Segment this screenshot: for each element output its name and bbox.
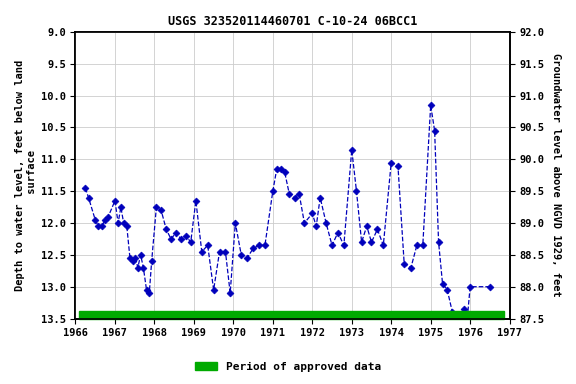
- Legend: Period of approved data: Period of approved data: [191, 358, 385, 377]
- Bar: [79, 311, 503, 319]
- Y-axis label: Groundwater level above NGVD 1929, feet: Groundwater level above NGVD 1929, feet: [551, 53, 561, 297]
- Title: USGS 323520114460701 C-10-24 06BCC1: USGS 323520114460701 C-10-24 06BCC1: [168, 15, 417, 28]
- Y-axis label: Depth to water level, feet below land
 surface: Depth to water level, feet below land su…: [15, 60, 37, 291]
